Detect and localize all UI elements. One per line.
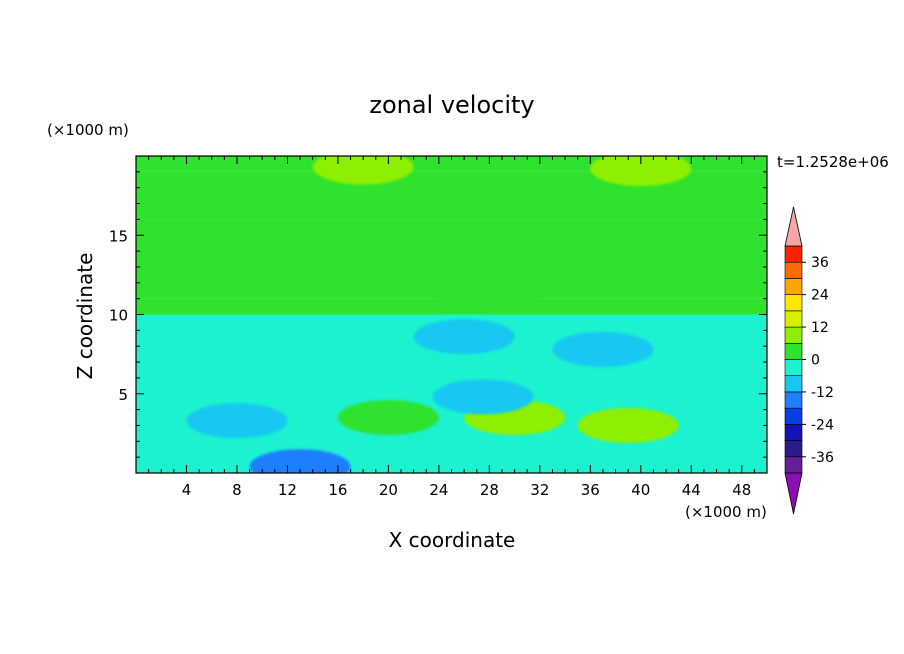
colorbar-segment bbox=[784, 326, 803, 344]
x-axis: 4 8 12 16 20 24 28 32 36 40 44 48 bbox=[148, 156, 755, 499]
x-unit-label: (×1000 m) bbox=[685, 503, 767, 521]
contour-feature bbox=[552, 331, 654, 367]
colorbar-tick-label: -24 bbox=[811, 417, 834, 433]
x-tick-label: 44 bbox=[682, 481, 701, 499]
contour-feature bbox=[413, 319, 515, 355]
colorbar-segment bbox=[784, 261, 803, 279]
colorbar-segment bbox=[784, 359, 803, 377]
x-tick-label: 4 bbox=[182, 481, 192, 499]
contour-feature bbox=[577, 408, 679, 443]
x-tick-label: 16 bbox=[328, 481, 347, 499]
x-tick-label: 32 bbox=[530, 481, 549, 499]
x-tick-label: 20 bbox=[379, 481, 398, 499]
contour-feature bbox=[337, 400, 439, 435]
colorbar-tick-label: -36 bbox=[811, 450, 834, 466]
y-axis: 5 10 15 bbox=[109, 171, 767, 458]
colorbar-segment bbox=[784, 456, 803, 474]
colorbar-segment bbox=[784, 310, 803, 328]
y-unit-label: (×1000 m) bbox=[47, 121, 129, 139]
x-tick-label: 36 bbox=[581, 481, 600, 499]
contour-feature bbox=[249, 449, 351, 473]
colorbar-tick-label: 12 bbox=[811, 320, 829, 336]
x-tick-label: 12 bbox=[278, 481, 297, 499]
colorbar-tick-label: 36 bbox=[811, 255, 829, 271]
colorbar-tick-label: 0 bbox=[811, 353, 820, 369]
colorbar-segment bbox=[784, 245, 803, 263]
colorbar-segment bbox=[784, 375, 803, 393]
time-label: t=1.2528e+06 bbox=[777, 153, 889, 171]
colorbar-segment bbox=[784, 424, 803, 441]
colorbar-segment bbox=[784, 407, 803, 425]
colorbar-tick-label: -12 bbox=[811, 385, 834, 401]
x-tick-label: 28 bbox=[480, 481, 499, 499]
x-axis-label: X coordinate bbox=[389, 528, 516, 552]
contour-feature bbox=[186, 403, 288, 439]
colorbar-segment bbox=[784, 278, 803, 295]
colorbar-segment bbox=[784, 391, 803, 409]
colorbar-tick-label: 24 bbox=[811, 288, 829, 304]
contour-field bbox=[136, 156, 767, 473]
y-tick-label: 5 bbox=[118, 386, 128, 404]
colorbar-segment bbox=[784, 342, 803, 360]
x-tick-label: 48 bbox=[732, 481, 751, 499]
colorbar-segment bbox=[784, 440, 803, 458]
contour-feature bbox=[590, 156, 692, 187]
colorbar: 36 24 12 0 -12 -24 -36 bbox=[784, 206, 834, 515]
x-tick-label: 40 bbox=[631, 481, 650, 499]
y-axis-label: Z coordinate bbox=[73, 253, 97, 380]
contour-feature bbox=[432, 379, 534, 415]
contour-feature bbox=[438, 278, 540, 313]
contour-feature bbox=[312, 156, 414, 185]
x-tick-label: 8 bbox=[232, 481, 242, 499]
colorbar-over-triangle bbox=[784, 206, 803, 247]
colorbar-segment bbox=[784, 294, 803, 312]
colorbar-under-triangle bbox=[784, 472, 803, 515]
y-tick-label: 10 bbox=[109, 307, 128, 325]
x-tick-label: 24 bbox=[429, 481, 448, 499]
y-tick-label: 15 bbox=[109, 227, 128, 245]
chart-title: zonal velocity bbox=[369, 91, 534, 119]
